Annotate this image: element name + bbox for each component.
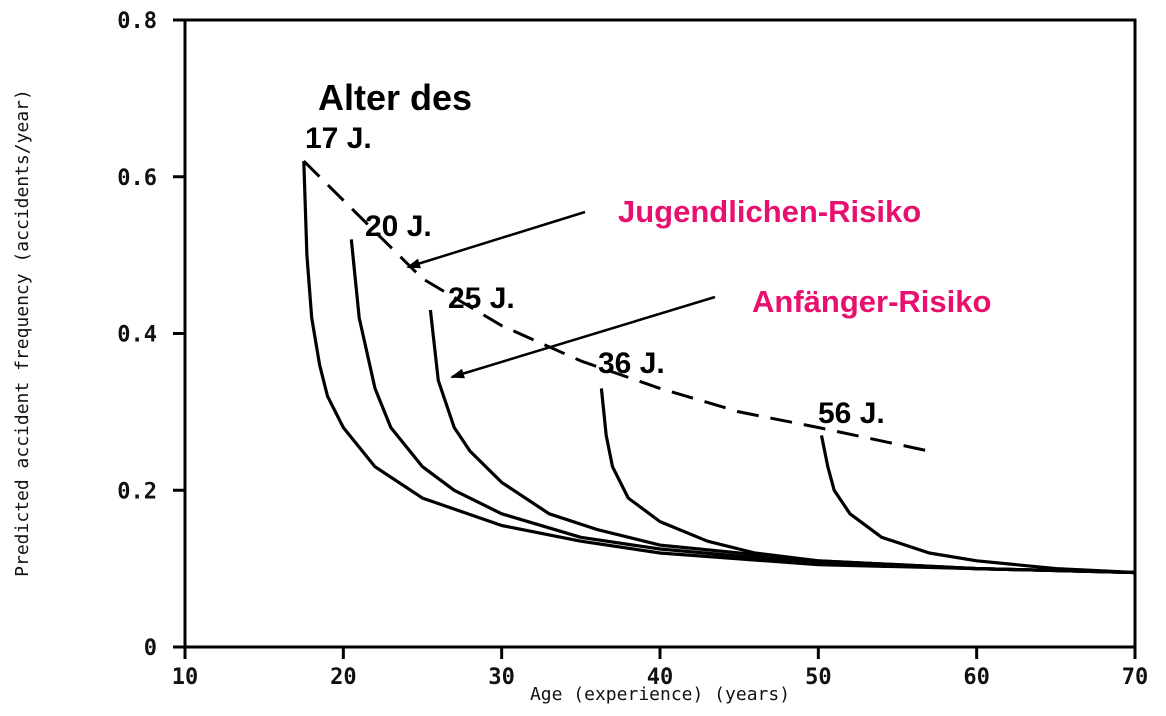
- line: [349, 239, 1136, 575]
- series-label: 56 J.: [818, 397, 885, 430]
- x-tick-label: 40: [647, 665, 674, 690]
- y-tick-label: 0.8: [117, 9, 157, 34]
- x-tick-label: 20: [330, 665, 357, 690]
- line: [302, 161, 1136, 575]
- y-tick-label: 0.4: [117, 323, 157, 348]
- x-tick-label: 60: [963, 665, 990, 690]
- annotation: Jugendlichen-Risiko: [618, 194, 921, 229]
- x-axis-label: Age (experience) (years): [530, 684, 790, 705]
- line: [599, 388, 1136, 575]
- y-tick-label: 0.6: [117, 166, 157, 191]
- x-tick-label: 70: [1122, 665, 1149, 690]
- x-tick-label: 50: [805, 665, 832, 690]
- series-label: 36 J.: [598, 347, 665, 380]
- y-tick-label: 0: [144, 636, 157, 661]
- line: [302, 160, 930, 453]
- annotation: Anfänger-Risiko: [752, 284, 991, 319]
- y-tick-label: 0.2: [117, 479, 157, 504]
- series-label: 25 J.: [448, 282, 515, 315]
- y-axis-label: Predicted accident frequency (accidents/…: [12, 89, 33, 577]
- series-label: 17 J.: [305, 122, 372, 155]
- x-tick-label: 30: [488, 665, 515, 690]
- arrow: [450, 295, 716, 379]
- series-label: 20 J.: [365, 210, 432, 243]
- annotation: Alter des: [318, 77, 472, 118]
- arrow: [406, 210, 586, 269]
- x-tick-label: 10: [172, 665, 199, 690]
- line: [819, 435, 1136, 575]
